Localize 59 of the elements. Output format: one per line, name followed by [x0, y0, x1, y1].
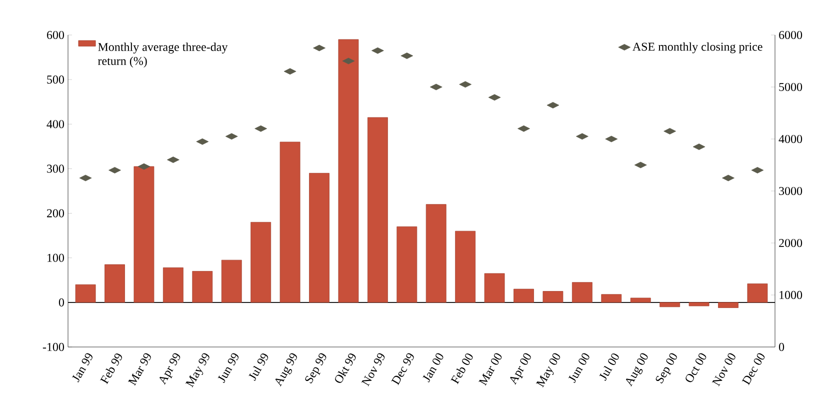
bar — [455, 230, 476, 303]
bar — [688, 302, 710, 306]
y-tick-label: 200 — [47, 209, 64, 218]
x-tick-label: Feb 99 — [100, 353, 122, 384]
x-tick-label: Mar 00 — [478, 353, 502, 386]
bar — [542, 291, 564, 303]
legend-label: ASE monthly closing price — [632, 42, 762, 54]
x-tick-label: Dec 00 — [742, 353, 765, 386]
y-tick-label: 600 — [46, 30, 64, 40]
bar — [601, 294, 622, 303]
bar — [104, 264, 125, 303]
bar — [747, 284, 768, 303]
bar — [367, 117, 388, 303]
bar — [75, 284, 96, 303]
bar — [630, 298, 651, 303]
y2-tick-label: 3000 — [779, 186, 802, 196]
y2-tick-label: 4000 — [778, 134, 802, 144]
x-tick-label: Jan 99 — [72, 353, 92, 382]
x-tick-label: Jan 00 — [422, 353, 444, 382]
bar — [484, 273, 505, 303]
y-tick-label: 400 — [46, 120, 64, 128]
y2-tick-label: 1000 — [780, 290, 802, 300]
bar — [134, 166, 154, 303]
bar — [426, 204, 446, 303]
x-tick-label: Apr 00 — [510, 353, 531, 385]
x-tick-label: Apr 99 — [160, 353, 180, 385]
x-tick-label: Jul 99 — [248, 353, 268, 381]
bar — [280, 142, 300, 303]
y-tick-label: 100 — [48, 254, 64, 262]
bar — [396, 226, 418, 303]
bar — [221, 260, 242, 303]
y-tick-label: 300 — [47, 164, 64, 173]
x-tick-label: Sep 00 — [656, 353, 677, 384]
x-tick-label: Jul 00 — [599, 353, 619, 381]
x-tick-label: Dec 99 — [391, 353, 414, 386]
bar — [309, 172, 330, 303]
y-tick-label: 0 — [58, 298, 64, 306]
x-tick-label: Jun 99 — [218, 353, 239, 383]
y2-tick-label: 6000 — [779, 30, 802, 40]
bar — [250, 222, 272, 303]
y-tick-label: 500 — [47, 76, 64, 84]
x-tick-label: Okt 99 — [335, 353, 356, 383]
x-tick-label: Oct 00 — [686, 353, 706, 382]
bar — [718, 302, 738, 308]
y2-tick-label: 0 — [778, 342, 784, 352]
x-tick-label: Mar 99 — [128, 353, 151, 386]
x-tick-label: Sep 99 — [305, 353, 326, 384]
y-tick-label: -100 — [42, 342, 64, 352]
bar — [192, 271, 213, 303]
bar — [338, 39, 359, 303]
bar — [514, 288, 534, 303]
bar — [660, 302, 680, 308]
legend-label: Monthly average three-day return (%) — [98, 42, 228, 68]
y2-tick-label: 2000 — [779, 238, 802, 248]
bar — [162, 267, 184, 303]
x-tick-label: Jun 00 — [568, 353, 590, 383]
y2-tick-label: 5000 — [779, 82, 802, 92]
x-tick-label: Feb 00 — [450, 353, 473, 384]
bar — [572, 282, 592, 303]
